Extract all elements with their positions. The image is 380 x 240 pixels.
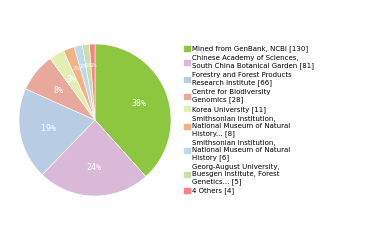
Wedge shape <box>74 45 95 120</box>
Wedge shape <box>19 89 95 175</box>
Text: 2%: 2% <box>72 66 80 71</box>
Text: 1%: 1% <box>89 63 97 68</box>
Wedge shape <box>26 59 95 120</box>
Text: 2%: 2% <box>79 64 87 69</box>
Wedge shape <box>95 44 171 177</box>
Text: 24%: 24% <box>87 163 101 172</box>
Wedge shape <box>82 44 95 120</box>
Wedge shape <box>42 120 146 196</box>
Text: 8%: 8% <box>54 86 63 95</box>
Text: 3%: 3% <box>66 75 76 84</box>
Text: 38%: 38% <box>131 99 147 108</box>
Legend: Mined from GenBank, NCBI [130], Chinese Academy of Sciences,
South China Botanic: Mined from GenBank, NCBI [130], Chinese … <box>184 46 314 194</box>
Text: 19%: 19% <box>41 124 56 133</box>
Wedge shape <box>50 51 95 120</box>
Wedge shape <box>63 47 95 120</box>
Wedge shape <box>89 44 95 120</box>
Text: 1%: 1% <box>85 63 92 68</box>
